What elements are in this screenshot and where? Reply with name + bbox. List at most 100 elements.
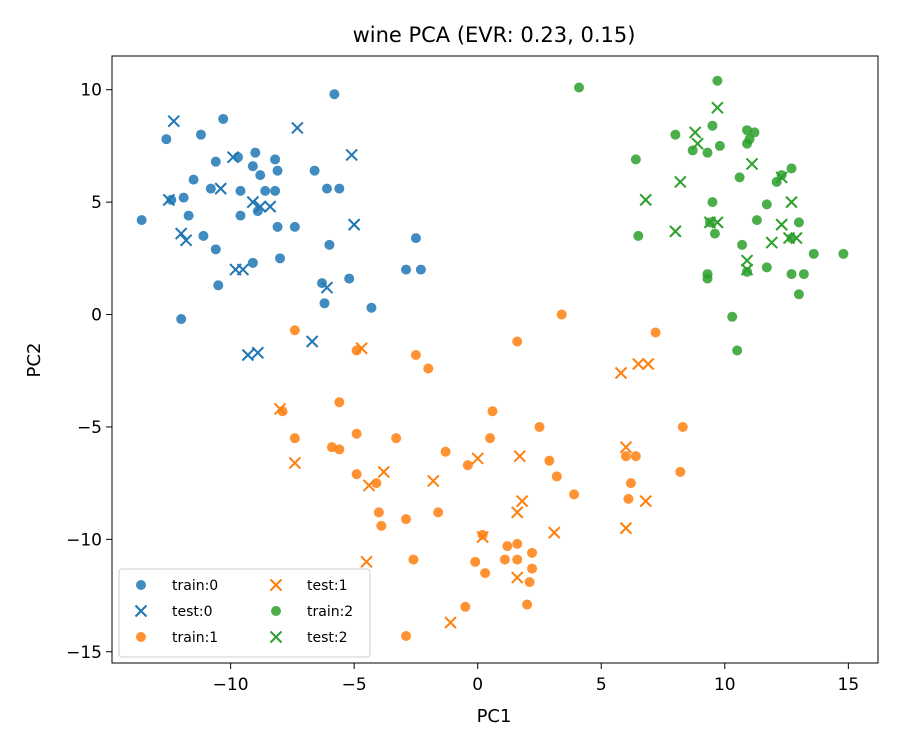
point-train-1 [410, 350, 421, 361]
legend-marker-train-0 [136, 580, 146, 590]
point-train-0 [334, 183, 345, 194]
point-train-1 [470, 556, 481, 567]
y-tick-label: 0 [91, 306, 102, 326]
x-point-test-2 [669, 225, 682, 238]
y-axis-label: PC2 [24, 343, 45, 378]
point-train-1 [477, 529, 488, 540]
plot-area-frame [111, 55, 879, 664]
point-train-1 [391, 433, 402, 444]
point-train-2 [707, 197, 718, 208]
legend-box [118, 568, 371, 658]
point-train-0 [205, 183, 216, 194]
x-point-test-2 [765, 236, 778, 249]
point-train-1 [499, 554, 510, 565]
x-point-test-1 [511, 506, 524, 519]
point-train-2 [761, 199, 772, 210]
legend-marker-test-1 [269, 578, 283, 592]
x-point-test-2 [711, 216, 724, 229]
point-train-2 [702, 273, 713, 284]
x-tick-label: −5 [342, 675, 367, 695]
series-test-1 [273, 342, 655, 629]
x-point-test-2 [790, 231, 803, 245]
point-train-0 [235, 185, 246, 196]
x-point-test-1 [377, 465, 391, 479]
point-train-0 [252, 206, 263, 217]
x-point-test-0 [254, 200, 267, 213]
point-train-2 [734, 172, 745, 183]
point-train-2 [670, 129, 681, 140]
legend-marker-test-0 [134, 604, 148, 618]
point-train-1 [524, 577, 535, 588]
point-train-0 [247, 257, 258, 268]
x-point-test-1 [288, 456, 302, 470]
x-point-test-2 [740, 254, 754, 267]
x-point-test-0 [305, 335, 319, 348]
point-train-0 [309, 165, 320, 176]
legend-label-train-2: train:2 [307, 604, 353, 620]
point-train-2 [630, 154, 641, 165]
legend-label-test-2: test:2 [307, 630, 348, 646]
x-point-test-1 [273, 402, 287, 416]
point-train-1 [620, 451, 631, 462]
point-train-1 [401, 514, 412, 525]
point-train-2 [786, 163, 797, 174]
x-point-test-2 [740, 263, 754, 276]
x-point-test-1 [471, 452, 484, 465]
x-point-test-2 [745, 157, 759, 171]
point-train-1 [440, 446, 451, 457]
point-train-0 [272, 165, 283, 176]
x-point-test-0 [291, 121, 304, 135]
x-tick-label: 10 [714, 675, 736, 695]
point-train-1 [625, 478, 636, 489]
x-point-test-2 [775, 171, 788, 184]
y-tick-label: −15 [66, 643, 102, 663]
point-train-2 [838, 248, 849, 259]
point-train-2 [707, 120, 718, 131]
y-tick-label: 10 [80, 81, 102, 101]
x-point-test-0 [236, 263, 250, 276]
legend-label-train-0: train:0 [172, 578, 218, 594]
point-train-2 [574, 82, 585, 93]
points-layer [136, 75, 849, 642]
point-train-0 [213, 280, 224, 291]
point-train-2 [761, 262, 772, 273]
point-train-1 [351, 428, 362, 439]
point-train-2 [793, 217, 804, 228]
legend-label-test-0: test:0 [172, 604, 213, 620]
x-point-test-1 [614, 366, 628, 380]
point-train-1 [371, 478, 382, 489]
point-train-2 [732, 345, 743, 356]
x-point-test-2 [711, 101, 724, 114]
point-train-0 [247, 161, 258, 172]
x-point-test-1 [641, 357, 655, 371]
x-point-test-1 [515, 494, 529, 508]
point-train-0 [415, 264, 426, 275]
point-train-0 [324, 239, 335, 250]
point-train-2 [808, 248, 819, 259]
point-train-2 [709, 228, 720, 239]
point-train-2 [727, 311, 738, 322]
point-train-1 [556, 309, 567, 320]
point-train-1 [408, 554, 419, 565]
point-train-1 [462, 460, 473, 471]
point-train-2 [798, 269, 809, 280]
x-point-test-2 [639, 193, 652, 207]
x-point-test-1 [476, 530, 489, 544]
x-point-test-0 [226, 150, 240, 164]
x-point-test-2 [785, 195, 798, 209]
point-train-0 [410, 233, 421, 244]
x-point-test-1 [427, 474, 440, 488]
x-point-test-1 [619, 521, 633, 535]
x-point-test-2 [674, 175, 687, 189]
point-train-0 [233, 152, 244, 163]
point-train-1 [551, 471, 562, 482]
point-train-0 [250, 147, 261, 158]
point-train-1 [423, 363, 434, 374]
x-point-test-0 [320, 281, 334, 294]
point-train-0 [161, 134, 172, 145]
point-train-2 [687, 145, 698, 156]
point-train-0 [210, 244, 221, 255]
series-test-0 [162, 114, 361, 362]
